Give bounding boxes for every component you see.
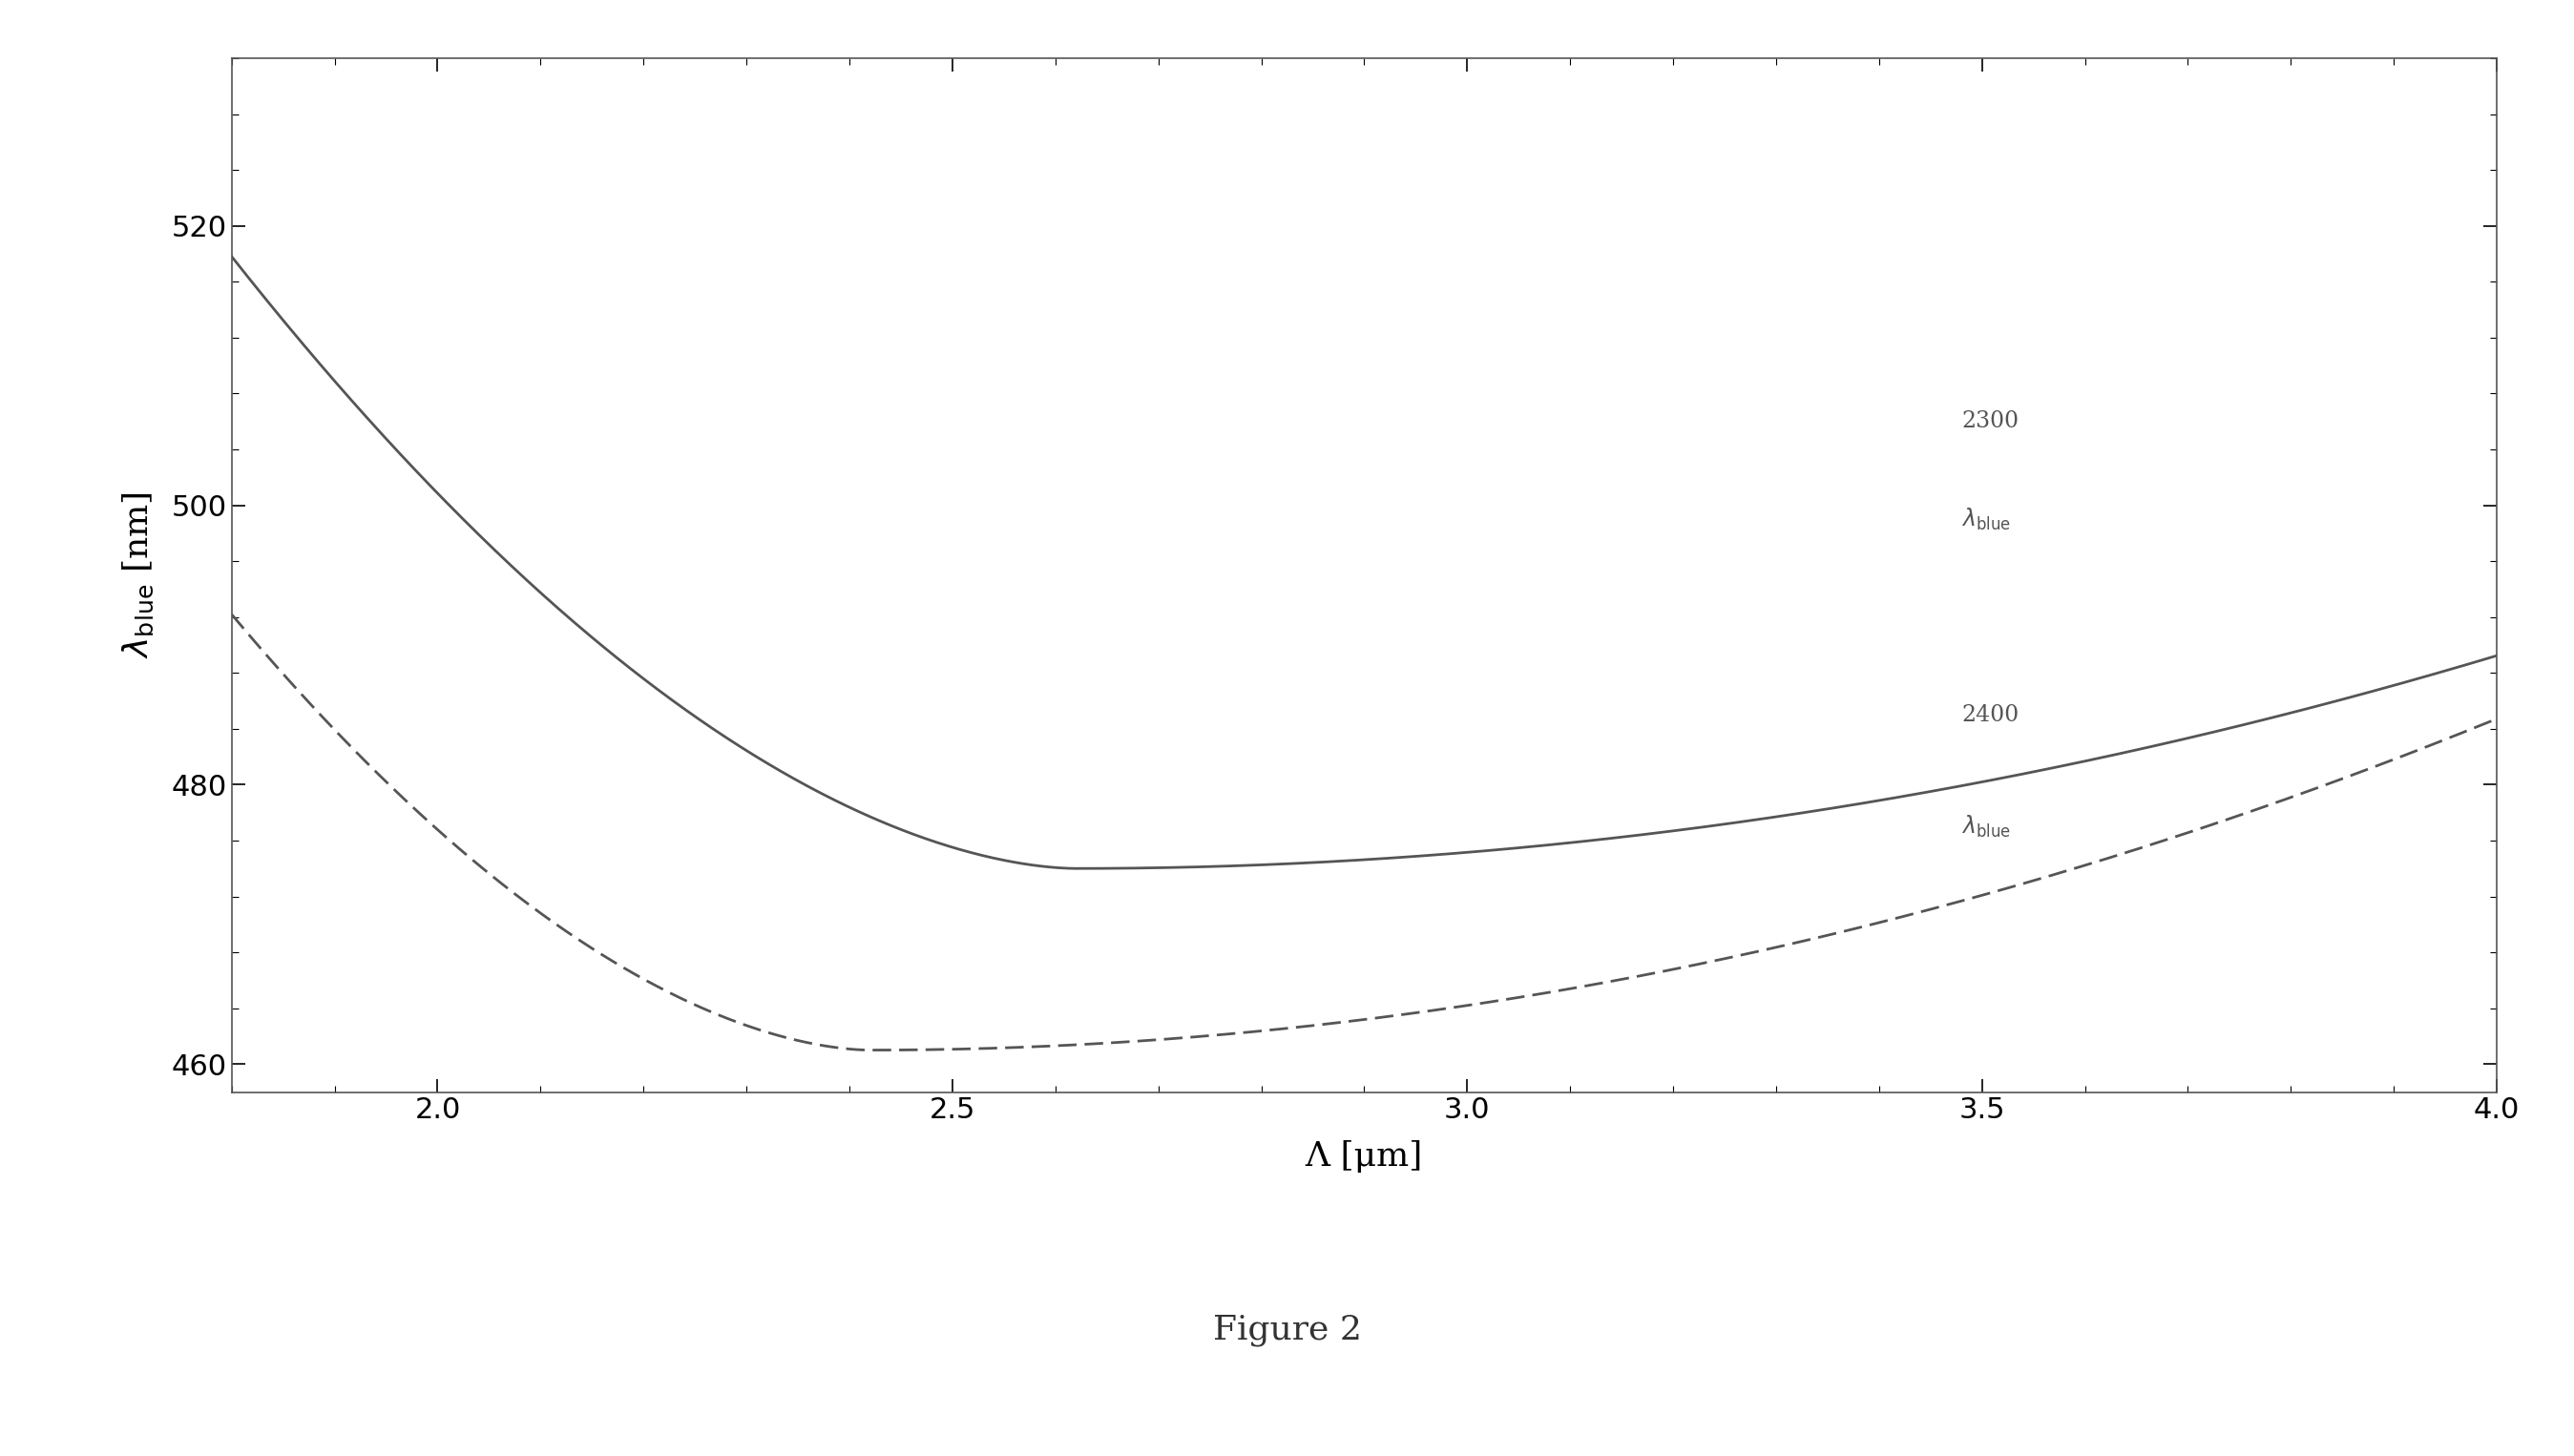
Y-axis label: $\lambda_{\rm blue}$ [nm]: $\lambda_{\rm blue}$ [nm] bbox=[121, 492, 154, 658]
Text: 2400: 2400 bbox=[1961, 703, 2018, 725]
Text: $\lambda_{\rm blue}$: $\lambda_{\rm blue}$ bbox=[1961, 507, 2010, 533]
Text: Figure 2: Figure 2 bbox=[1212, 1315, 1362, 1347]
Text: 2300: 2300 bbox=[1961, 411, 2018, 432]
X-axis label: Λ [μm]: Λ [μm] bbox=[1305, 1140, 1423, 1172]
Text: $\lambda_{\rm blue}$: $\lambda_{\rm blue}$ bbox=[1961, 814, 2010, 840]
